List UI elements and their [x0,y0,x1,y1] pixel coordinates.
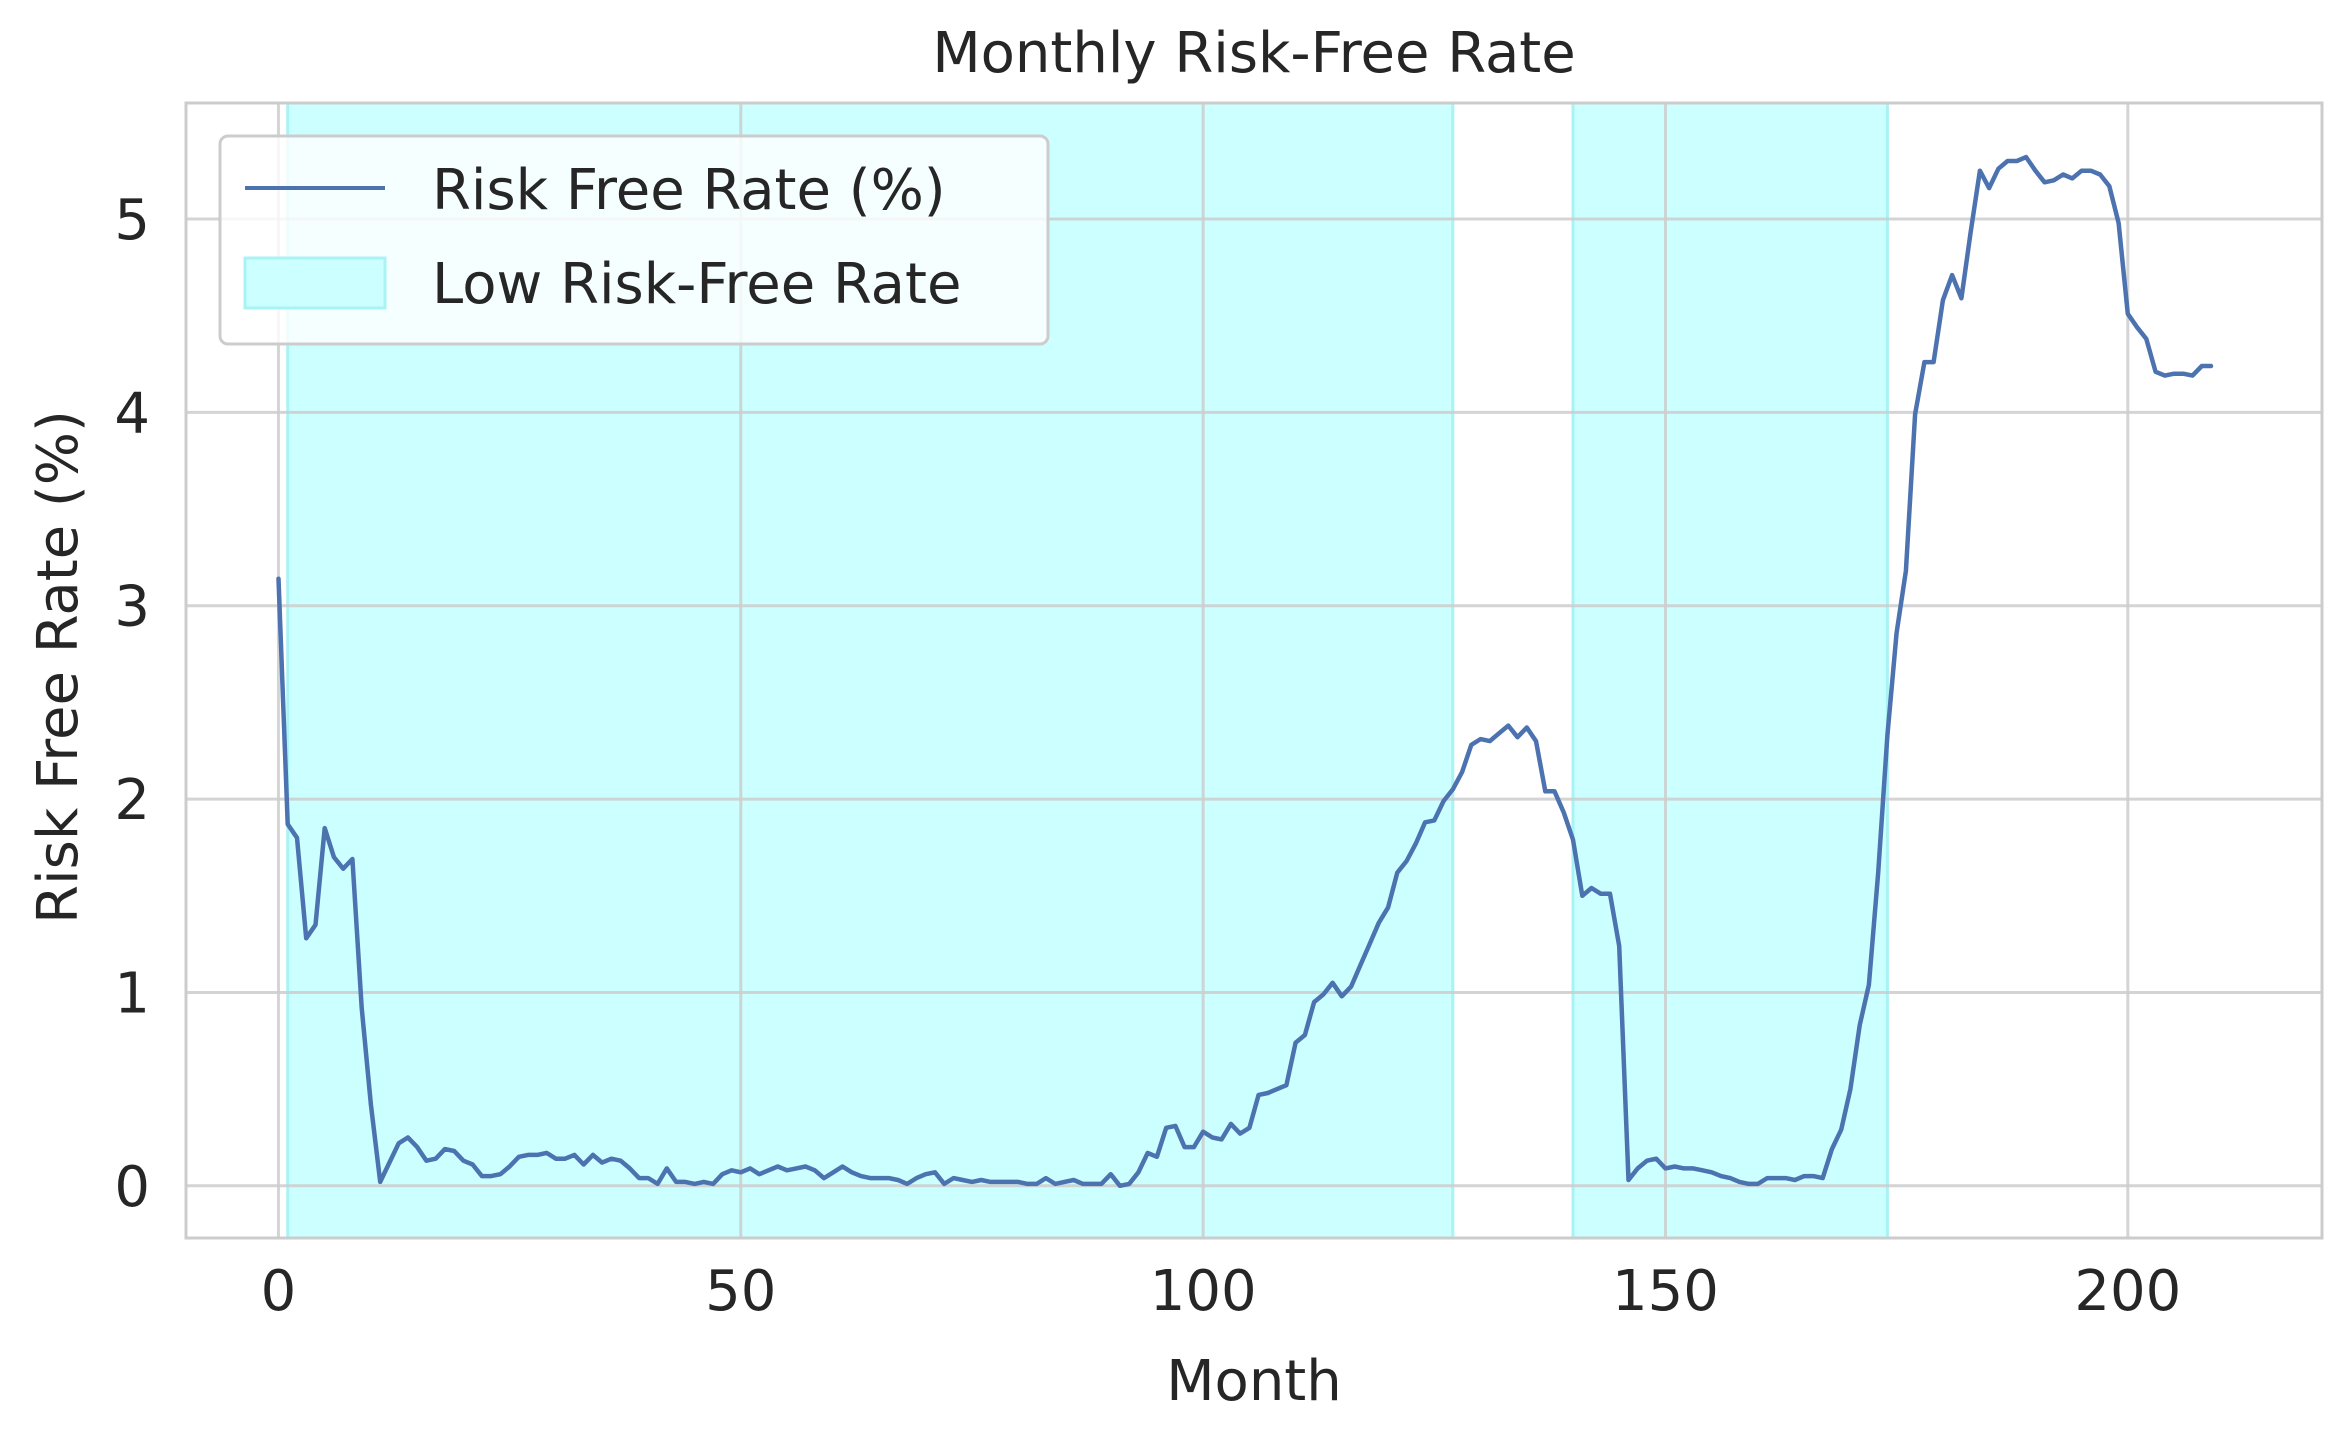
legend-label-series: Risk Free Rate (%) [432,158,946,223]
chart-title: Monthly Risk-Free Rate [932,21,1575,86]
y-tick-label-5: 5 [114,188,150,253]
shaded-region-1 [1573,103,1888,1238]
y-tick-label-4: 4 [114,381,150,446]
y-tick-label-1: 1 [114,961,150,1026]
y-axis-label: Risk Free Rate (%) [26,410,91,924]
series-layer [276,154,2214,1189]
y-tick-label-3: 3 [114,575,150,640]
plot-frame [184,101,2324,1240]
series-line-0 [276,154,2214,1189]
legend-shade-swatch [243,256,387,310]
tick-labels: 0 50 100 150 200 0 1 2 3 4 5 [114,188,2181,1324]
x-tick-label-0: 0 [261,1259,297,1324]
x-tick-label-2: 100 [1150,1259,1257,1324]
x-axis-label: Month [1166,1349,1342,1414]
legend-label-shade: Low Risk-Free Rate [432,252,961,317]
x-tick-label-1: 50 [705,1259,776,1324]
x-tick-label-4: 200 [2074,1259,2181,1324]
legend-box [218,134,1050,346]
y-tick-label-0: 0 [114,1155,150,1220]
y-tick-label-2: 2 [114,768,150,833]
x-tick-label-3: 150 [1612,1259,1719,1324]
legend: Risk Free Rate (%) Low Risk-Free Rate [218,134,1050,346]
